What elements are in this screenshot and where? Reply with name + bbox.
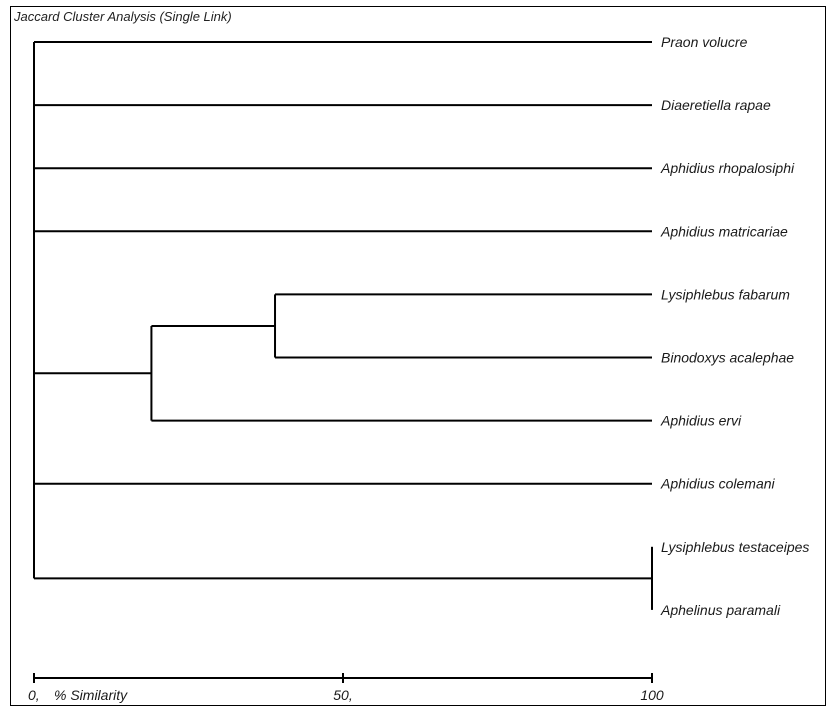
leaf-label: Aphidius rhopalosiphi bbox=[660, 160, 795, 176]
leaf-label: Lysiphlebus testaceipes bbox=[661, 539, 809, 555]
leaf-label: Praon volucre bbox=[661, 34, 748, 50]
leaf-label: Aphidius ervi bbox=[660, 413, 742, 429]
leaf-label: Lysiphlebus fabarum bbox=[661, 286, 790, 302]
dendrogram-links bbox=[33, 41, 653, 610]
dendrogram-frame: Jaccard Cluster Analysis (Single Link) bbox=[10, 6, 826, 706]
axis-tick-label: 100 bbox=[640, 687, 664, 703]
leaf-label: Aphidius colemani bbox=[660, 476, 776, 492]
leaf-label: Aphidius matricariae bbox=[660, 223, 788, 239]
similarity-axis: 0, 50, 100 % Similarity bbox=[28, 673, 664, 703]
leaf-label: Aphelinus paramali bbox=[660, 602, 781, 618]
leaf-label: Diaeretiella rapae bbox=[661, 97, 771, 113]
leaf-label: Binodoxys acalephae bbox=[661, 350, 794, 366]
chart-title: Jaccard Cluster Analysis (Single Link) bbox=[14, 9, 232, 24]
axis-tick-label: 50, bbox=[333, 687, 352, 703]
axis-tick-label: 0, bbox=[28, 687, 40, 703]
leaf-labels: Praon volucre Diaeretiella rapae Aphidius … bbox=[660, 34, 809, 618]
axis-title: % Similarity bbox=[54, 687, 128, 703]
